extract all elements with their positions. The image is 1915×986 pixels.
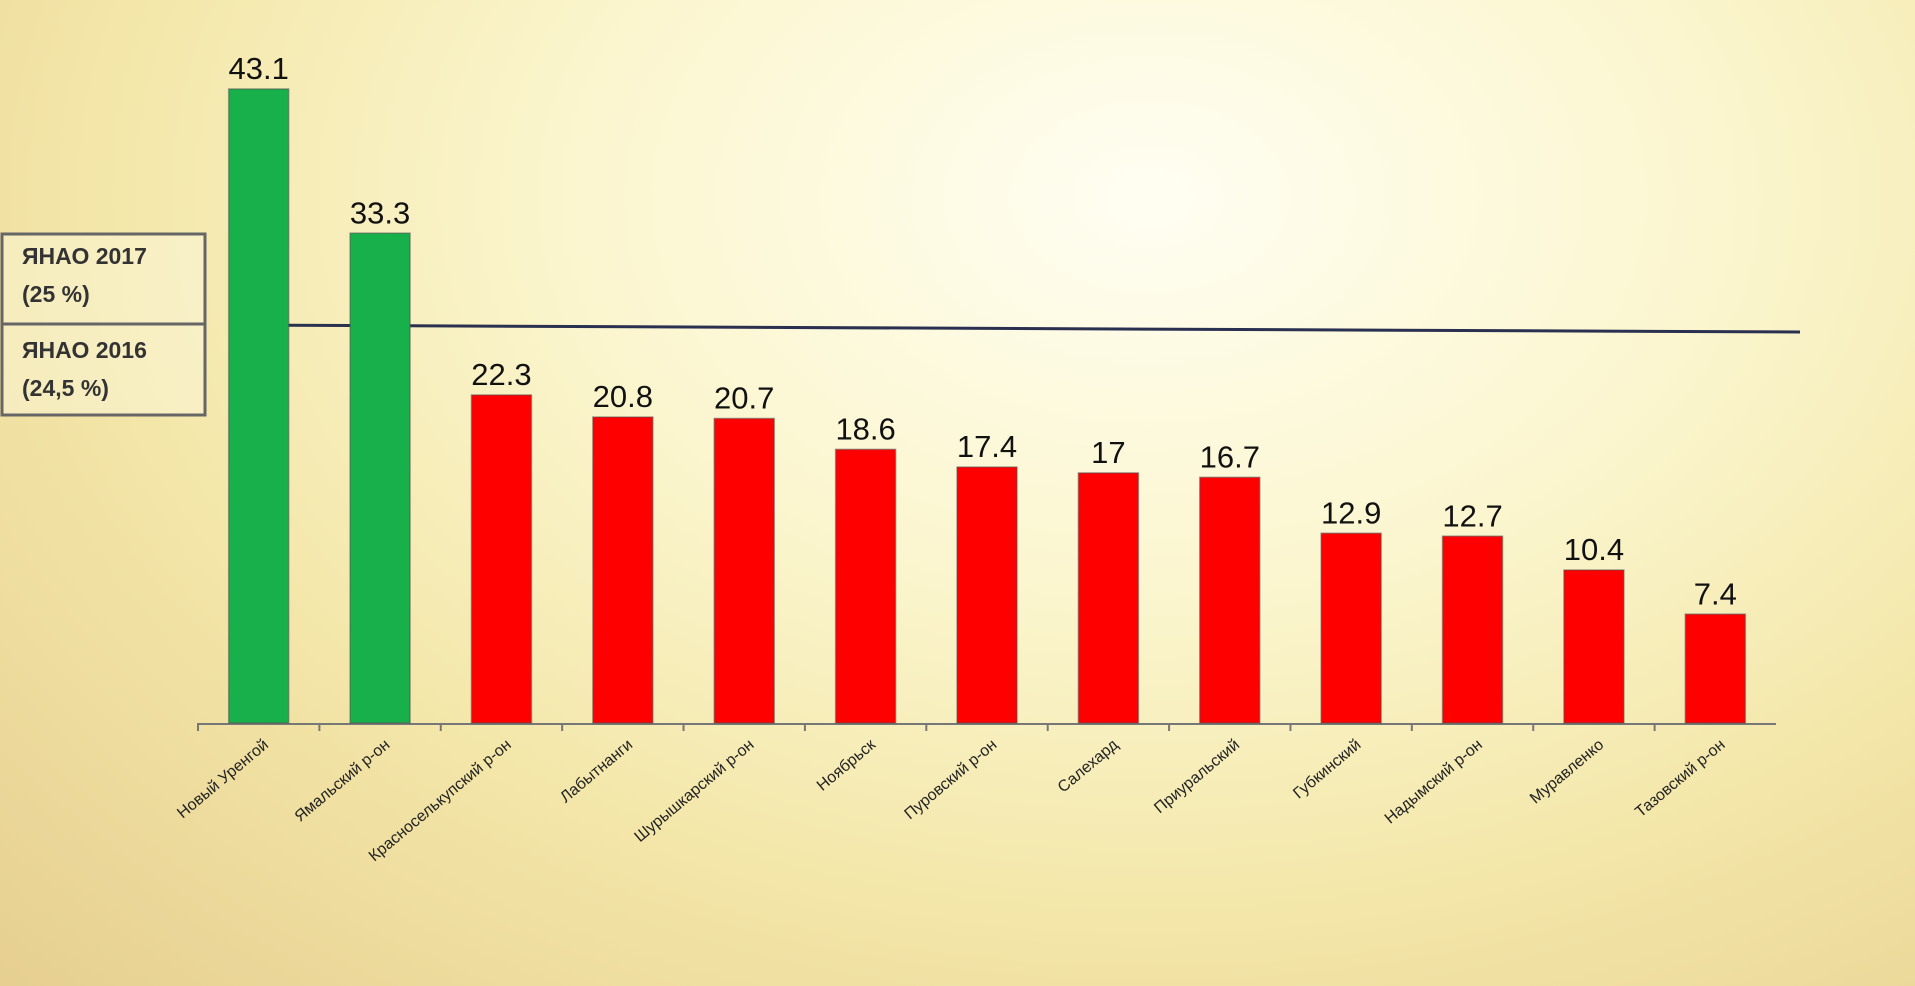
value-label: 12.9: [1321, 495, 1381, 530]
annotation: ЯНАО 2016: [22, 337, 147, 363]
x-tick-label: Губкинский: [1290, 736, 1364, 802]
bar: [713, 417, 775, 724]
x-tick-label: Шурышкарский р-он: [632, 736, 758, 846]
x-tick-label: Муравленко: [1527, 736, 1607, 807]
bar: [592, 416, 654, 724]
value-label: 18.6: [835, 412, 895, 447]
x-tick-label: Ноябрьск: [814, 736, 880, 795]
x-tick-label: Новый Уренгой: [174, 736, 272, 822]
bar: [1320, 532, 1382, 724]
bar: [834, 448, 897, 724]
annotation: (25 %): [22, 281, 90, 307]
legend-box: [0, 322, 207, 417]
x-tick-label: Салехард: [1055, 736, 1122, 796]
value-label: 12.7: [1442, 498, 1502, 533]
value-label: 10.4: [1564, 532, 1624, 567]
value-label: 17: [1091, 435, 1125, 470]
x-tick-label: Лабытнанги: [557, 736, 636, 806]
x-tick-label: Пуровский р-он: [901, 736, 1000, 823]
bar: [227, 88, 290, 724]
value-label: 16.7: [1200, 440, 1260, 475]
x-tick-label: Приуральский: [1151, 736, 1243, 817]
bar: [956, 466, 1018, 724]
bar: [1563, 569, 1625, 724]
value-label: 20.7: [714, 381, 774, 416]
value-label: 33.3: [350, 195, 410, 230]
value-label: 43.1: [229, 51, 289, 86]
value-label: 7.4: [1694, 576, 1737, 611]
bar: [1199, 476, 1261, 724]
bar: [1077, 472, 1140, 724]
annotation: ЯНАО 2017: [22, 243, 147, 269]
bar: [1441, 535, 1504, 724]
x-tick-label: Красноселькупский р-он: [366, 736, 515, 865]
bar: [349, 232, 411, 724]
legend-box: [0, 232, 207, 326]
bar: [1684, 613, 1747, 724]
value-label: 17.4: [957, 429, 1017, 464]
annotation: (24,5 %): [22, 375, 109, 401]
bar: [470, 394, 533, 724]
x-tick-label: Надымский р-он: [1382, 736, 1486, 827]
x-tick-label: Ямальский р-он: [292, 736, 394, 825]
value-label: 22.3: [471, 357, 531, 392]
reference-line: [231, 323, 1801, 334]
x-tick-label: Тазовский р-он: [1632, 736, 1728, 821]
value-label: 20.8: [593, 379, 653, 414]
